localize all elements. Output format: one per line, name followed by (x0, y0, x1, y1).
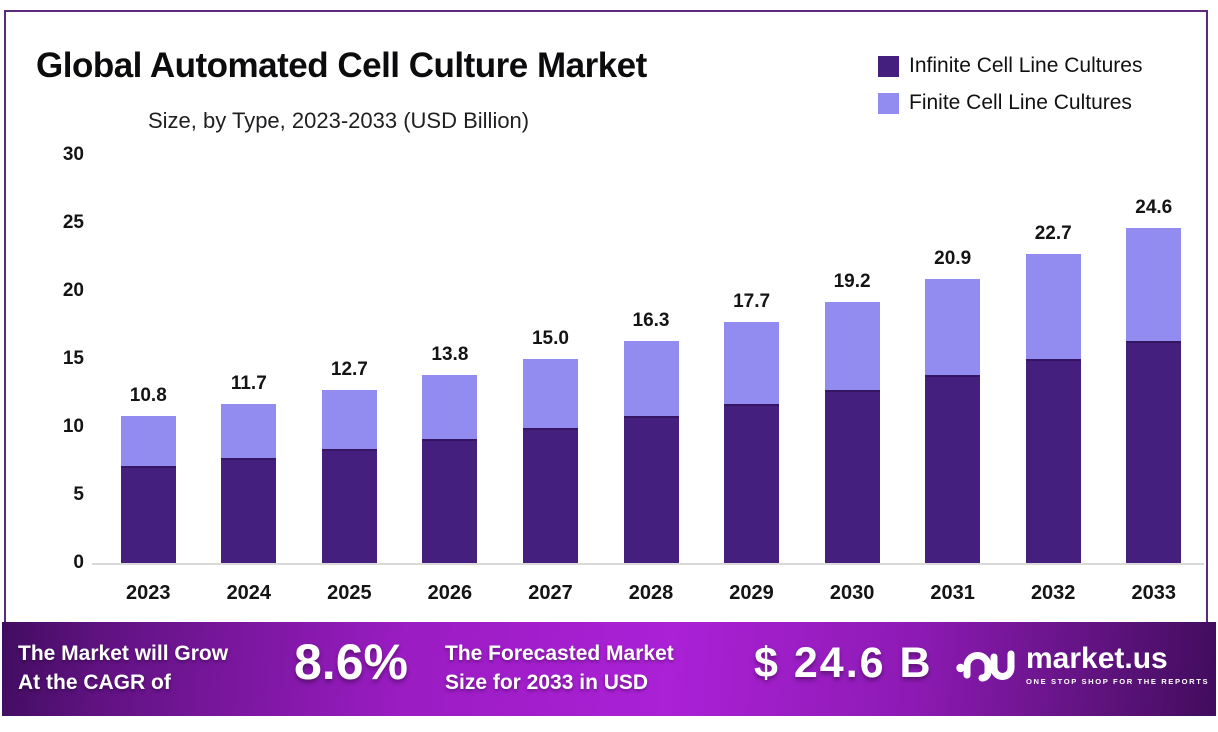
x-axis-label: 2023 (126, 582, 171, 604)
bar-segment-finite (422, 375, 478, 440)
bar-total-label: 16.3 (632, 310, 670, 332)
bar-total-label: 13.8 (431, 344, 469, 366)
cagr-caption-line2: At the CAGR of (18, 671, 171, 695)
cagr-caption-line1: The Market will Grow (18, 642, 229, 665)
bar-total-label: 15.0 (531, 328, 569, 350)
bar-segment-finite (623, 341, 679, 417)
x-axis-baseline (92, 563, 1204, 565)
chart-legend: Infinite Cell Line Cultures Finite Cell … (878, 54, 1142, 115)
bar-segment-infinite (321, 448, 377, 563)
bar-segment-finite (321, 390, 377, 449)
bar-segment-finite (120, 416, 176, 467)
y-axis-tick: 10 (62, 416, 84, 437)
bar-segment-finite (724, 322, 780, 404)
legend-label-finite: Finite Cell Line Cultures (909, 91, 1132, 114)
y-axis: 0 5 10 15 20 25 30 (32, 144, 84, 573)
bar-chart-plot: 10.8 11.7 12.7 13.8 15.0 16.3 17.7 19.2 20.9 22.7… (98, 155, 1204, 563)
bar-column: 16.3 (601, 155, 702, 563)
bar-column: 24.6 (1103, 155, 1204, 563)
bar-column: 17.7 (701, 155, 802, 563)
brand-text: market.us ONE STOP SHOP FOR THE REPORTS (1026, 642, 1210, 687)
chart-subtitle: Size, by Type, 2023-2033 (USD Billion) (148, 108, 530, 133)
cagr-value: 8.6% (294, 634, 408, 690)
x-axis-label: 2032 (1030, 582, 1076, 604)
y-axis-tick: 5 (73, 484, 84, 505)
bar-segment-infinite (724, 403, 780, 563)
bar-total-label: 24.6 (1135, 197, 1173, 219)
bar-total-label: 19.2 (833, 270, 871, 292)
y-axis-tick: 15 (62, 348, 84, 369)
bar-segment-infinite (120, 466, 176, 563)
y-axis-tick: 20 (62, 280, 84, 301)
chart-frame: Global Automated Cell Culture Market Siz… (4, 10, 1208, 712)
bar-column: 11.7 (199, 155, 300, 563)
brand-tagline: ONE STOP SHOP FOR THE REPORTS (1026, 677, 1210, 686)
bar-segment-finite (221, 403, 277, 459)
bar-segment-infinite (824, 390, 880, 563)
bar-segment-infinite (522, 428, 578, 563)
x-axis-label: 2030 (829, 582, 875, 604)
x-axis-label: 2033 (1131, 582, 1176, 604)
legend-swatch-infinite (878, 55, 899, 77)
legend-item-finite: Finite Cell Line Cultures (878, 91, 1142, 115)
bar-segment-finite (1025, 254, 1081, 359)
brand-logo: market.us ONE STOP SHOP FOR THE REPORTS (954, 642, 1209, 688)
marketus-logo-icon (956, 650, 1015, 682)
cagr-caption: The Market will Grow At the CAGR of (18, 639, 228, 698)
bar-segment-infinite (623, 416, 679, 563)
bar-segment-finite (1126, 228, 1182, 342)
x-axis-labels: 2023 2024 2025 2026 2027 2028 2029 2030 2031 2032… (98, 582, 1204, 605)
bar-segment-infinite (1126, 341, 1182, 563)
forecast-value: $ 24.6 B (754, 639, 933, 687)
y-axis-tick: 30 (62, 144, 84, 165)
x-axis-label: 2026 (427, 582, 473, 604)
y-axis-tick: 0 (73, 552, 84, 573)
x-axis-label: 2024 (226, 582, 272, 604)
bar-segment-finite (925, 278, 981, 376)
bar-column: 15.0 (500, 155, 601, 563)
bar-column: 20.9 (902, 155, 1003, 563)
forecast-caption: The Forecasted Market Size for 2033 in U… (445, 639, 674, 698)
x-axis-label: 2031 (930, 582, 975, 604)
x-axis-label: 2029 (729, 582, 774, 604)
brand-name: market.us (1026, 642, 1168, 675)
bar-total-label: 17.7 (733, 291, 771, 313)
bar-column: 22.7 (1003, 155, 1104, 563)
bar-column: 12.7 (299, 155, 400, 563)
bar-column: 19.2 (802, 155, 903, 563)
bar-total-label: 10.8 (129, 385, 167, 407)
y-axis-tick: 25 (62, 212, 84, 233)
bar-segment-finite (824, 301, 880, 391)
forecast-caption-line1: The Forecasted Market (445, 642, 674, 665)
x-axis-label: 2027 (528, 582, 573, 604)
bar-segment-finite (522, 359, 578, 429)
footer-banner: The Market will Grow At the CAGR of 8.6%… (2, 622, 1216, 716)
bar-total-label: 11.7 (230, 372, 267, 394)
forecast-caption-line2: Size for 2033 in USD (445, 671, 649, 695)
bar-segment-infinite (422, 439, 478, 563)
legend-label-infinite: Infinite Cell Line Cultures (909, 54, 1143, 77)
bar-segment-infinite (1025, 359, 1081, 563)
page-title: Global Automated Cell Culture Market (36, 46, 647, 85)
x-axis-label: 2025 (327, 582, 372, 604)
legend-swatch-finite (878, 92, 899, 114)
bar-segment-infinite (925, 375, 981, 563)
bar-column: 10.8 (98, 155, 199, 563)
bar-column: 13.8 (400, 155, 501, 563)
legend-item-infinite: Infinite Cell Line Cultures (878, 54, 1142, 78)
bar-total-label: 12.7 (330, 359, 368, 381)
bar-segment-infinite (221, 458, 277, 563)
bar-total-label: 20.9 (934, 247, 972, 269)
bar-total-label: 22.7 (1034, 223, 1072, 245)
x-axis-label: 2028 (628, 582, 674, 604)
